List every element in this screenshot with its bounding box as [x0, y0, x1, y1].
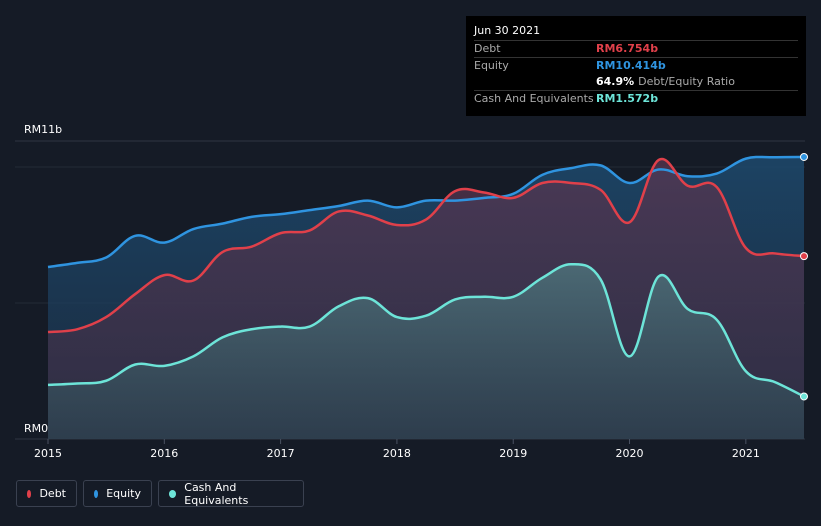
tooltip-equity-value: RM10.414b	[596, 59, 666, 72]
legend-cash[interactable]: Cash And Equivalents	[158, 480, 304, 507]
equity-legend-dot-icon	[94, 489, 99, 498]
tooltip-date: Jun 30 2021	[474, 24, 541, 37]
y-tick-label-min: RM0	[24, 422, 48, 435]
x-tick-label-2016: 2016	[150, 447, 178, 460]
x-tick-label-2020: 2020	[616, 447, 644, 460]
tooltip-cash-value: RM1.572b	[596, 92, 659, 105]
legend-equity[interactable]: Equity	[83, 480, 152, 507]
data-tooltip: Jun 30 2021 Debt RM6.754b Equity RM10.41…	[466, 16, 806, 116]
tooltip-equity-label: Equity	[474, 59, 509, 72]
legend-debt-label: Debt	[39, 487, 66, 500]
equity-line	[47, 155, 805, 269]
x-tick-label-2019: 2019	[499, 447, 527, 460]
legend-debt[interactable]: Debt	[16, 480, 77, 507]
debt-line	[47, 157, 805, 334]
equity-end-marker	[800, 152, 808, 161]
x-tick-label-2021: 2021	[732, 447, 760, 460]
tooltip-ratio-row: 64.9% Debt/Equity Ratio	[474, 74, 798, 90]
legend-equity-label: Equity	[106, 487, 141, 500]
tooltip-ratio-label: Debt/Equity Ratio	[638, 75, 735, 88]
tooltip-debt-value: RM6.754b	[596, 42, 659, 55]
tooltip-debt-label: Debt	[474, 42, 501, 55]
x-tick-label-2018: 2018	[383, 447, 411, 460]
tooltip-cash-label: Cash And Equivalents	[474, 92, 594, 105]
debt-end-marker	[800, 252, 808, 261]
cash-legend-dot-icon	[169, 489, 177, 498]
x-tick-label-2017: 2017	[267, 447, 295, 460]
tooltip-cash-row: Cash And Equivalents RM1.572b	[474, 90, 798, 107]
tooltip-equity-row: Equity RM10.414b	[474, 57, 798, 74]
legend-cash-label: Cash And Equivalents	[184, 480, 249, 507]
tooltip-debt-row: Debt RM6.754b	[474, 40, 798, 57]
tooltip-ratio-value: 64.9%	[596, 75, 635, 88]
x-tick-label-2015: 2015	[34, 447, 62, 460]
cash-area	[48, 264, 804, 439]
x-axis: 2015 2016 2017 2018 2019 2020 2021	[34, 439, 760, 460]
debt-legend-dot-icon	[27, 489, 32, 498]
cash-end-marker	[800, 392, 808, 401]
y-tick-label-max: RM11b	[24, 123, 62, 136]
cash-line	[47, 263, 805, 398]
